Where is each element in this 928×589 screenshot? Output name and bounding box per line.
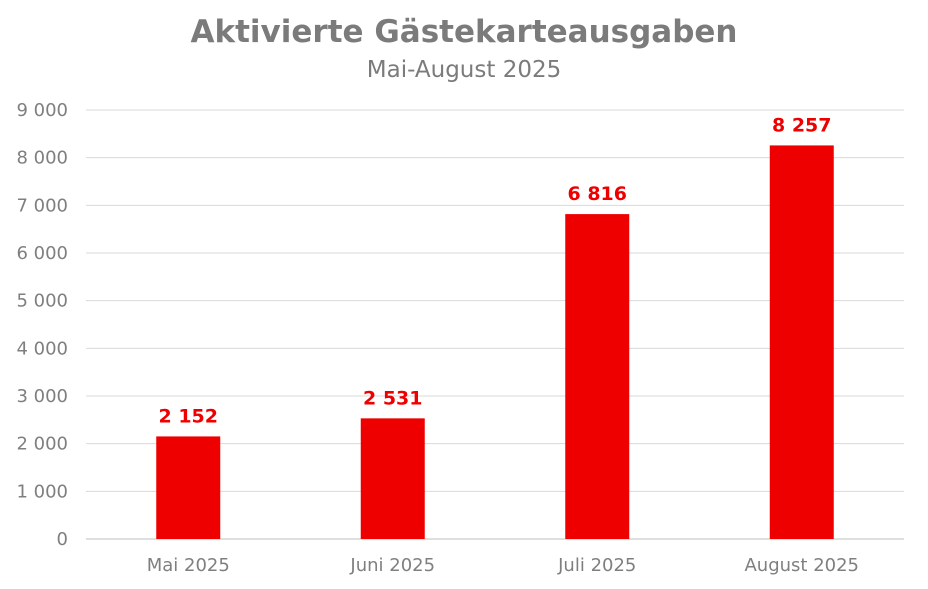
y-tick-label: 7 000 <box>16 195 68 216</box>
y-tick-label: 8 000 <box>16 148 68 169</box>
data-label: 2 152 <box>159 405 219 427</box>
x-tick-label: Mai 2025 <box>147 555 230 576</box>
data-label: 6 816 <box>568 183 628 205</box>
y-tick-label: 6 000 <box>16 243 68 264</box>
chart-subtitle: Mai-August 2025 <box>366 57 562 83</box>
y-tick-label: 4 000 <box>16 338 68 359</box>
y-tick-label: 3 000 <box>16 386 68 407</box>
chart-title: Aktivierte Gästekarteausgaben <box>190 14 738 50</box>
bar <box>769 145 834 540</box>
data-label: 2 531 <box>363 387 423 409</box>
y-tick-label: 2 000 <box>16 434 68 455</box>
x-tick-label: Juli 2025 <box>557 555 636 576</box>
x-tick-label: Juni 2025 <box>349 555 435 576</box>
y-tick-label: 5 000 <box>16 291 68 312</box>
bar <box>565 214 630 539</box>
data-label: 8 257 <box>772 114 832 136</box>
y-tick-label: 0 <box>57 529 68 550</box>
y-tick-label: 9 000 <box>16 100 68 121</box>
bar <box>360 418 425 539</box>
bar <box>156 436 221 539</box>
x-tick-label: August 2025 <box>744 555 859 576</box>
y-tick-label: 1 000 <box>16 481 68 502</box>
